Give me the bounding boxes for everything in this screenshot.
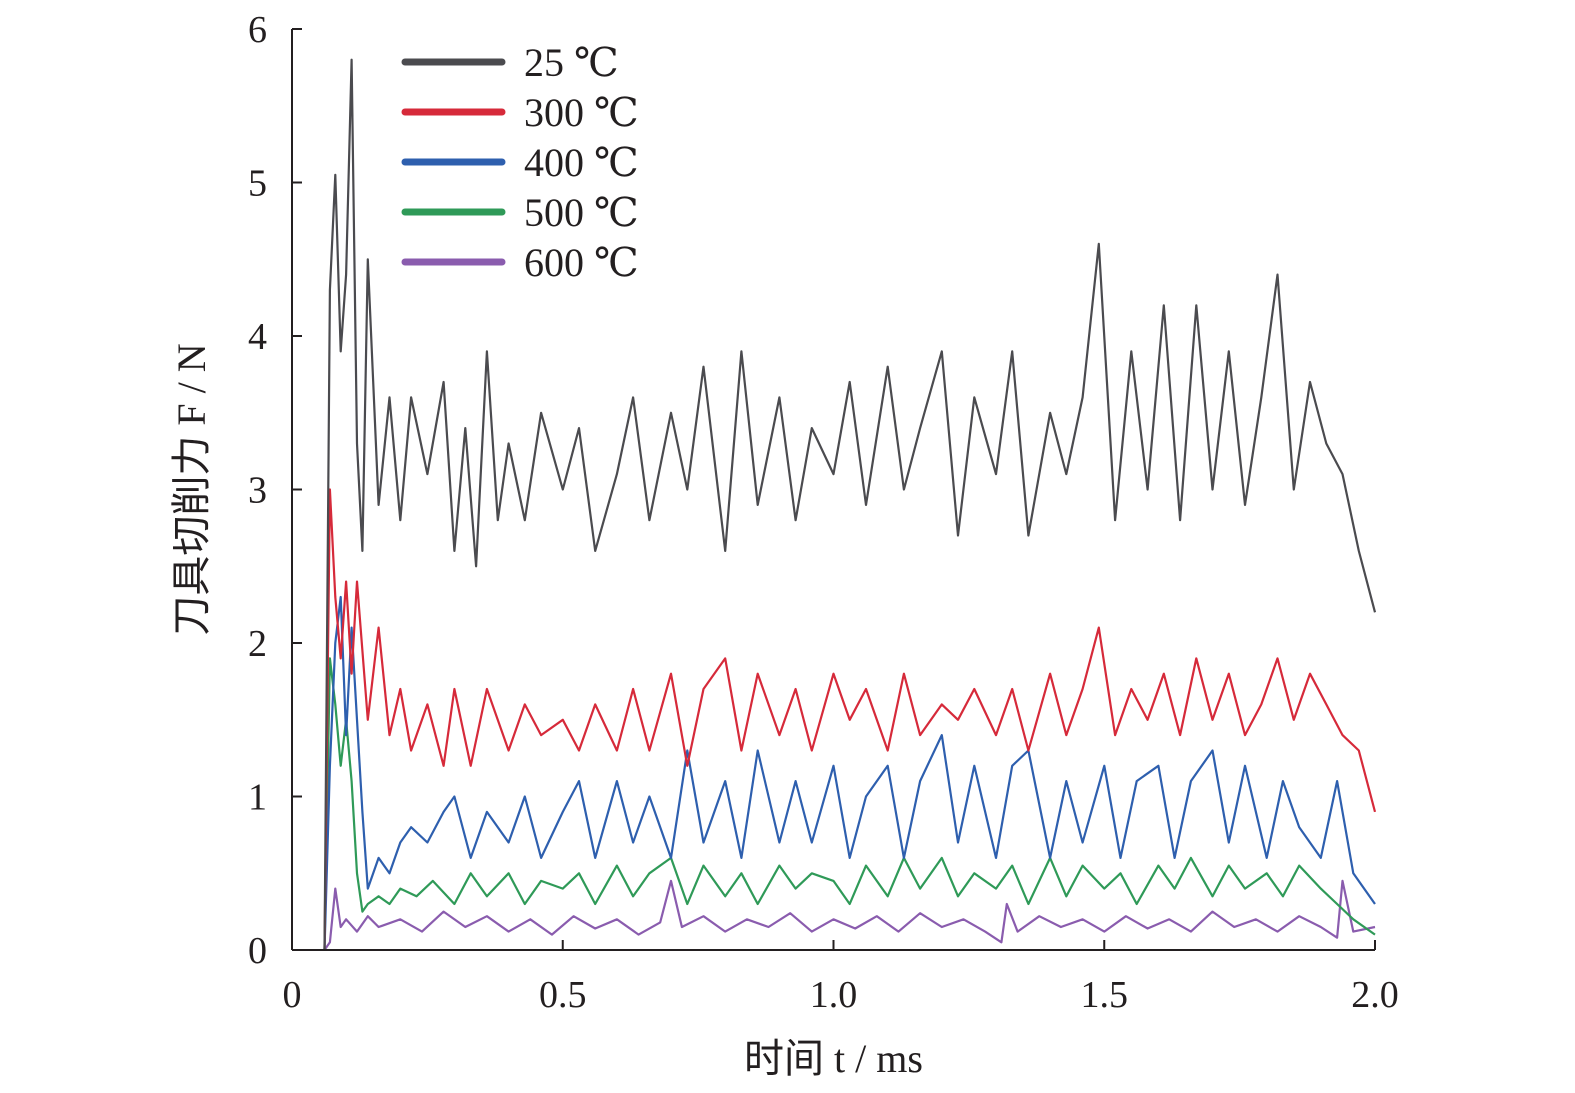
- legend: 25 ℃ 300 ℃ 400 ℃ 500 ℃ 600 ℃: [401, 40, 639, 285]
- x-ticks: 0 0.5 1.0 1.5 2.0: [283, 940, 1399, 1016]
- y-tick-label: 6: [248, 9, 267, 51]
- x-axis-title: 时间 t / ms: [744, 1036, 923, 1081]
- series-line-0: [323, 58, 1377, 951]
- x-tick-label: 1.5: [1081, 974, 1129, 1016]
- x-tick-label: 0.5: [539, 974, 587, 1016]
- series-line-2: [323, 595, 1376, 951]
- series-layer: [323, 58, 1377, 951]
- y-axis-title: 刀具切削力 F / N: [169, 343, 214, 635]
- legend-label-3: 500 ℃: [524, 190, 639, 235]
- legend-label-2: 400 ℃: [524, 140, 639, 185]
- series-line-1: [323, 488, 1377, 951]
- series-line-4: [323, 879, 1376, 951]
- y-tick-label: 5: [248, 163, 267, 205]
- x-tick-label: 2.0: [1351, 974, 1399, 1016]
- legend-label-1: 300 ℃: [524, 90, 639, 135]
- legend-label-4: 600 ℃: [524, 240, 639, 285]
- y-tick-label: 0: [248, 930, 267, 972]
- x-tick-label: 1.0: [810, 974, 858, 1016]
- y-tick-label: 3: [248, 470, 267, 512]
- y-ticks: 0 1 2 3 4 5 6: [248, 9, 302, 972]
- y-tick-label: 4: [248, 316, 267, 358]
- x-tick-label: 0: [283, 974, 302, 1016]
- legend-label-0: 25 ℃: [524, 40, 619, 85]
- series-line-3: [323, 657, 1376, 951]
- y-tick-label: 1: [248, 777, 267, 819]
- y-tick-label: 2: [248, 623, 267, 665]
